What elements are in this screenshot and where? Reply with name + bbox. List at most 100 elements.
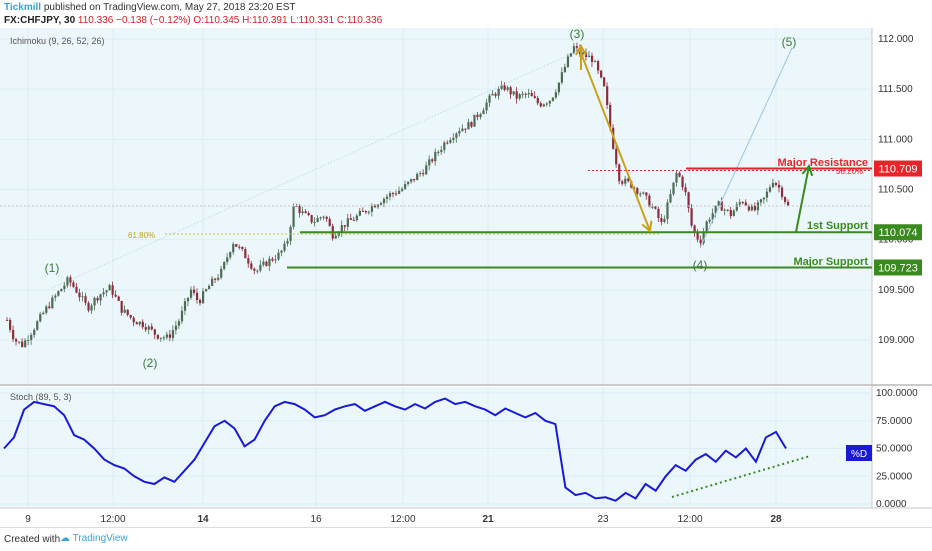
candle-body [156,334,159,339]
candle-body [205,289,208,292]
candle-body [557,82,561,93]
candle-body [123,309,126,313]
candle-body [99,294,102,301]
time-tick-label: 12:00 [677,514,702,525]
candle-body [654,206,657,209]
candle-body [177,321,181,326]
price-tick-label: 110.500 [878,185,914,196]
candle-body [39,314,42,322]
candle-body [90,305,93,311]
candle-body [120,300,123,313]
candle-body [735,204,738,211]
brand-name[interactable]: Tickmill [4,2,42,13]
time-tick-label: 23 [597,514,609,525]
candle-body [401,188,404,191]
candle-body [594,61,597,63]
candle-body [515,91,518,99]
candle-body [497,88,500,96]
candle-body [687,192,690,209]
candle-body [367,211,371,213]
ichimoku-label[interactable]: Ichimoku (9, 26, 52, 26) [10,36,105,46]
candle-body [657,208,660,219]
wave3-down-arrow [578,47,653,233]
candle-body [220,268,223,278]
candle-body [648,195,651,207]
wave-5-projection [699,47,793,249]
candle-body [280,250,283,253]
price-change: −0.138 (−0.12%) [116,15,191,26]
candle-body [256,270,259,272]
symbol-label[interactable]: FX:CHFJPY, 30 [4,15,76,26]
price-label-box [874,259,922,276]
stoch-label[interactable]: Stoch (89, 5, 3) [10,392,72,402]
candle-body [54,295,57,298]
candle-body [753,206,757,211]
candle-body [313,222,316,224]
candle-body [114,294,117,297]
candle-body [6,319,9,321]
candle-body [30,334,33,341]
candle-body [500,85,503,89]
candle-body [428,159,431,166]
time-tick-label: 12:00 [100,514,125,525]
candle-body [48,306,51,308]
candle-body [349,218,352,220]
candle-body [645,192,648,196]
candle-body [476,114,479,118]
candle-body [768,187,772,192]
fib-618-label: 61.80% [128,231,155,240]
price-label-support: 109.723 [878,262,918,274]
candle-body [581,52,585,54]
candle-body [292,206,295,227]
candle-body [651,206,654,208]
candle-body [434,151,437,162]
candle-body [208,285,211,290]
candle-body [639,193,642,195]
candle-body [69,277,72,283]
wave-4-label: (4) [693,258,708,272]
candle-body [488,95,491,103]
candle-body [494,93,497,96]
candle-body [711,213,714,220]
candle-body [410,178,413,182]
candle-body [316,218,319,223]
candle-body [385,196,389,199]
candle-body [669,194,672,203]
candle-body [491,93,494,96]
created-with-text: Created with [4,534,61,545]
last-price: 110.336 [77,15,114,26]
candle-body [72,282,75,287]
candle-body [352,219,355,221]
candle-body [446,142,449,144]
first-support-label: 1st Support [807,220,868,232]
candle-body [159,337,162,339]
candle-body [361,210,365,212]
candle-body [431,159,434,162]
candle-body [717,201,720,206]
candle-body [443,142,446,150]
candle-body [211,278,214,286]
time-tick-label: 9 [25,514,31,525]
candle-body [15,339,18,342]
candle-body [217,277,220,280]
candle-body [518,94,521,99]
tradingview-logo[interactable]: ☁ TradingView [60,533,128,544]
candle-body [732,210,735,217]
candle-body [253,268,256,271]
stoch-pane[interactable] [0,387,872,507]
price-label-box [874,160,922,177]
candle-body [425,165,428,175]
candle-body [202,291,205,304]
candle-body [232,243,235,253]
candle-body [364,210,368,213]
candle-body [554,92,557,98]
candle-body [328,218,331,227]
candle-body [183,301,187,311]
candle-body [373,205,377,208]
candle-body [726,209,729,211]
wave3-up-arrow-head [575,43,587,56]
chart-area[interactable]: Ichimoku (9, 26, 52, 26) Stoch (89, 5, 3… [0,28,932,528]
candle-body [93,297,96,306]
candle-body [536,98,539,104]
candle-body [422,173,425,175]
